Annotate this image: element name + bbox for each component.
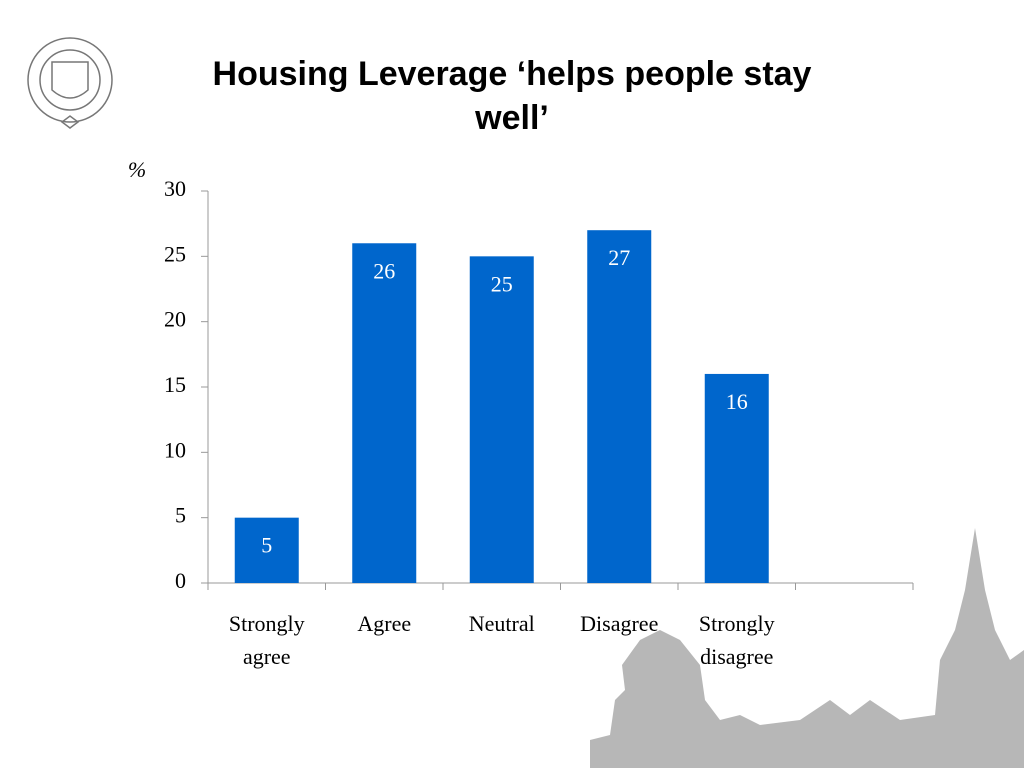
x-tick-label: Agree <box>357 611 412 636</box>
x-tick-label: Disagree <box>580 611 659 636</box>
y-tick-label: 5 <box>175 503 186 528</box>
bar <box>704 373 769 583</box>
y-tick-label: 30 <box>164 176 186 201</box>
value-label: 5 <box>261 533 272 558</box>
y-tick-label: 25 <box>164 241 186 266</box>
bar <box>587 230 652 583</box>
y-tick-label: 20 <box>164 307 186 332</box>
y-tick-label: 0 <box>175 568 186 593</box>
x-tick-label: Strongly disagree <box>698 611 775 669</box>
chart-title: Housing Leverage ‘helps people stay well… <box>212 55 812 137</box>
bar <box>234 517 299 583</box>
bar <box>352 243 417 583</box>
value-label: 26 <box>373 258 395 283</box>
bar <box>469 256 534 583</box>
y-tick-label: 15 <box>164 372 186 397</box>
value-label: 25 <box>491 271 513 296</box>
skyline-decoration <box>590 528 1024 768</box>
value-label: 27 <box>608 245 630 270</box>
y-axis-label: % <box>128 157 146 182</box>
university-logo <box>27 37 113 129</box>
y-tick-label: 10 <box>164 437 186 462</box>
x-tick-label: Neutral <box>468 611 535 636</box>
value-label: 16 <box>726 389 748 414</box>
x-tick-label: Strongly agree <box>228 611 305 669</box>
